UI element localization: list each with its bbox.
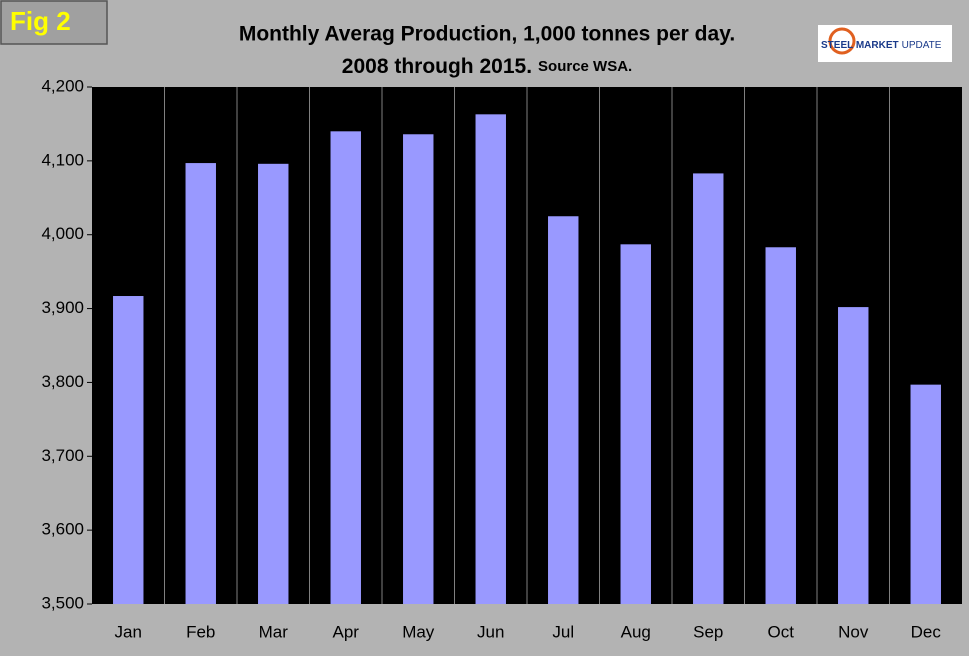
- y-tick-label: 4,000: [41, 224, 84, 243]
- bar: [765, 247, 796, 604]
- x-tick-label: Sep: [693, 622, 723, 641]
- source: Source WSA.: [538, 58, 632, 75]
- logo-icon: [828, 27, 856, 55]
- bar: [548, 216, 579, 604]
- x-tick-label: May: [402, 622, 435, 641]
- x-tick-label: Aug: [621, 622, 651, 641]
- y-tick-label: 3,800: [41, 372, 84, 391]
- figure-label: Fig 2: [10, 6, 71, 36]
- y-tick-label: 3,700: [41, 446, 84, 465]
- bar: [258, 163, 289, 604]
- x-tick-label: Mar: [259, 622, 289, 641]
- chart-title: Monthly Averag Production, 1,000 tonnes …: [239, 23, 735, 46]
- y-tick-label: 4,100: [41, 150, 84, 169]
- chart-subtitle: 2008 through 2015. Source WSA.: [342, 55, 632, 78]
- bar: [693, 173, 724, 605]
- logo: STEEL MARKET UPDATE: [821, 40, 942, 51]
- y-tick-label: 4,200: [41, 76, 84, 95]
- x-tick-label: Nov: [838, 622, 869, 641]
- x-tick-label: Jan: [115, 622, 142, 641]
- logo-bold: STEEL MARKET: [821, 40, 899, 51]
- x-tick-label: Jul: [552, 622, 574, 641]
- x-tick-label: Apr: [333, 622, 360, 641]
- y-tick-label: 3,900: [41, 298, 84, 317]
- y-tick-label: 3,500: [41, 593, 84, 612]
- bar: [838, 307, 869, 604]
- bar: [403, 134, 434, 605]
- logo-box: [818, 25, 952, 62]
- x-tick-label: Dec: [911, 622, 942, 641]
- bar: [475, 114, 506, 604]
- y-tick-label: 3,600: [41, 520, 84, 539]
- bar: [330, 131, 361, 605]
- figure-label-box: [0, 0, 108, 45]
- bar: [113, 296, 144, 604]
- logo-light: UPDATE: [902, 40, 942, 51]
- x-tick-label: Oct: [768, 622, 795, 641]
- subtitle: 2008 through 2015.: [342, 55, 532, 78]
- x-tick-label: Feb: [186, 622, 215, 641]
- x-tick-label: Jun: [477, 622, 504, 641]
- bar: [910, 384, 941, 604]
- bar: [620, 244, 651, 604]
- bar: [185, 163, 216, 604]
